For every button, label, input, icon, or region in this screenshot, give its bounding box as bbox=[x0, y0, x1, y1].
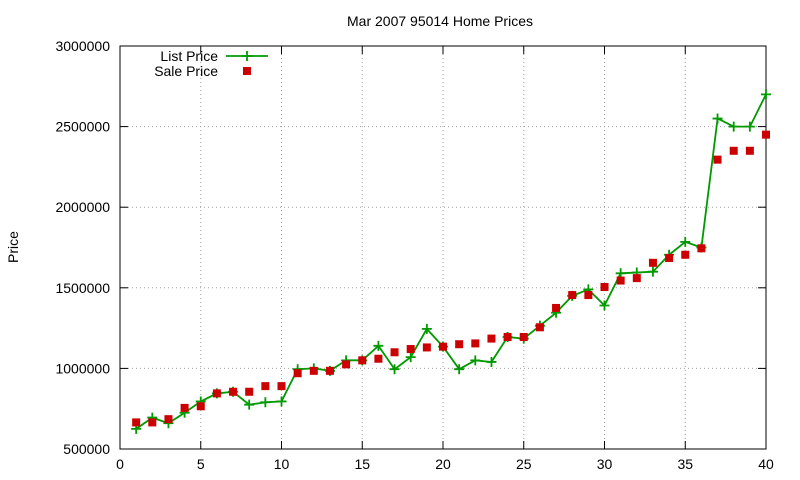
sale-price-point bbox=[568, 291, 577, 300]
list-price-point bbox=[744, 121, 755, 132]
sale-price-point bbox=[471, 339, 480, 348]
sale-price-point bbox=[487, 334, 496, 343]
sale-price-point bbox=[164, 415, 173, 424]
sale-price-point bbox=[745, 146, 754, 155]
sale-price-point bbox=[293, 369, 302, 378]
list-price-point bbox=[244, 399, 255, 410]
y-axis-label: Price bbox=[5, 231, 21, 263]
legend: List Price Sale Price bbox=[154, 48, 268, 79]
sale-price-point bbox=[648, 258, 657, 267]
list-price-point bbox=[712, 113, 723, 124]
list-price-point bbox=[389, 364, 400, 375]
sale-price-point bbox=[196, 402, 205, 411]
list-price-line bbox=[135, 93, 767, 430]
sale-price-point bbox=[180, 403, 189, 412]
sale-price-point bbox=[277, 382, 286, 391]
sale-price-point bbox=[616, 276, 625, 285]
x-tick-label: 30 bbox=[597, 456, 613, 472]
legend-label-sale-price: Sale Price bbox=[154, 63, 218, 79]
list-price-point bbox=[421, 323, 432, 334]
x-tick-label: 20 bbox=[435, 456, 451, 472]
x-tick-label: 35 bbox=[677, 456, 693, 472]
list-price-point bbox=[599, 300, 610, 311]
legend-marker-list-price bbox=[242, 51, 252, 61]
list-price-point bbox=[454, 364, 465, 375]
sale-price-point bbox=[422, 343, 431, 352]
sale-price-point bbox=[665, 253, 674, 262]
x-tick-label: 15 bbox=[354, 456, 370, 472]
y-tick-label: 1500000 bbox=[55, 280, 110, 296]
sale-price-point bbox=[261, 382, 270, 391]
sale-price-point bbox=[309, 366, 318, 375]
list-price-point bbox=[680, 236, 691, 247]
sale-price-point bbox=[519, 332, 528, 341]
sale-price-point bbox=[697, 244, 706, 253]
sale-price-point bbox=[406, 345, 415, 354]
list-price-point bbox=[405, 352, 416, 363]
sale-price-point bbox=[552, 303, 561, 312]
y-tick-label: 2000000 bbox=[55, 199, 110, 215]
legend-label-list-price: List Price bbox=[160, 48, 218, 64]
sale-price-point bbox=[503, 332, 512, 341]
sale-price-point bbox=[455, 340, 464, 349]
sale-price-point bbox=[245, 387, 254, 396]
y-tick-label: 3000000 bbox=[55, 38, 110, 54]
x-tick-label: 5 bbox=[197, 456, 205, 472]
list-price-point bbox=[728, 121, 739, 132]
x-tick-label: 10 bbox=[274, 456, 290, 472]
list-price-point bbox=[486, 356, 497, 367]
sale-price-point bbox=[229, 387, 238, 396]
sale-price-point bbox=[535, 323, 544, 332]
sale-price-point bbox=[148, 418, 157, 427]
list-price-point bbox=[260, 397, 271, 408]
sale-price-point bbox=[681, 250, 690, 259]
legend-marker-sale-price bbox=[243, 67, 251, 75]
sale-price-point bbox=[390, 348, 399, 357]
x-tick-label: 40 bbox=[758, 456, 774, 472]
axis-ticks: 0 5 10 15 20 25 30 35 40 500000 1000000 1500000 2000… bbox=[55, 38, 774, 472]
sale-price-point bbox=[600, 282, 609, 291]
sale-price-point bbox=[632, 274, 641, 283]
y-tick-label: 500000 bbox=[63, 441, 110, 457]
sale-price-point bbox=[439, 342, 447, 351]
sale-price-point bbox=[342, 360, 351, 369]
sale-price-point bbox=[132, 418, 141, 427]
sale-price-point bbox=[713, 155, 722, 164]
list-price-point bbox=[276, 396, 287, 407]
sale-price-point bbox=[762, 130, 770, 139]
chart-title: Mar 2007 95014 Home Prices bbox=[347, 13, 533, 29]
y-tick-label: 2500000 bbox=[55, 119, 110, 135]
list-price-point bbox=[373, 340, 384, 351]
sale-price-point bbox=[358, 356, 367, 365]
x-tick-label: 25 bbox=[516, 456, 532, 472]
x-tick-label: 0 bbox=[116, 456, 124, 472]
series bbox=[131, 89, 771, 434]
list-price-point bbox=[761, 89, 771, 100]
list-price-point bbox=[647, 266, 658, 277]
sale-price-point bbox=[374, 354, 383, 363]
sale-price-point bbox=[729, 146, 738, 155]
sale-price-point bbox=[325, 366, 334, 375]
sale-price-point bbox=[584, 291, 593, 300]
y-tick-label: 1000000 bbox=[55, 360, 110, 376]
sale-price-point bbox=[212, 389, 221, 398]
list-price-point bbox=[470, 355, 481, 366]
